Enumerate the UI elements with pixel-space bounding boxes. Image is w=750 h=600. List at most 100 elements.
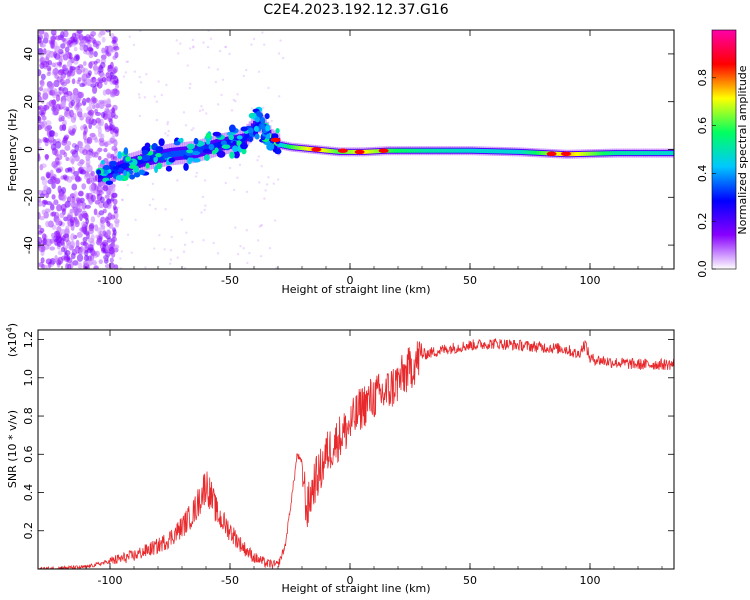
noise-cell: [41, 178, 48, 186]
noise-cell: [42, 92, 49, 100]
noise-cell: [137, 93, 141, 96]
noise-cell: [83, 60, 87, 67]
noise-cell: [275, 266, 278, 269]
noise-cell: [190, 128, 194, 132]
noise-cell: [110, 239, 116, 248]
ridge-core: [623, 151, 626, 156]
noise-cell: [262, 43, 266, 46]
noise-cell: [198, 109, 202, 113]
noise-cell: [94, 137, 99, 143]
snr-plot-area: [38, 330, 674, 569]
ridge-core: [292, 145, 296, 150]
noise-cell: [236, 93, 239, 96]
noise-cell: [84, 260, 89, 268]
noise-cell: [109, 257, 114, 263]
noise-cell: [202, 41, 205, 44]
noise-cell: [182, 250, 186, 253]
noise-cell: [88, 122, 93, 130]
ridge-core: [541, 151, 544, 156]
ridge-core: [490, 149, 493, 154]
noise-cell: [69, 65, 74, 74]
ridge-blob: [254, 116, 260, 123]
noise-cell: [126, 233, 130, 236]
noise-cell: [188, 47, 192, 50]
ridge-core: [587, 151, 591, 156]
ridge-blob: [129, 174, 136, 180]
noise-cell: [108, 213, 114, 219]
noise-cell: [176, 256, 179, 259]
ridge-core: [390, 148, 394, 153]
ridge-core: [326, 148, 329, 153]
noise-cell: [85, 39, 92, 44]
noise-cell: [120, 250, 123, 253]
figure-title: C2E4.2023.192.12.37.G16: [263, 2, 448, 18]
ridge-core: [372, 149, 376, 154]
noise-cell: [201, 108, 204, 112]
noise-cell: [263, 197, 266, 200]
noise-cell: [160, 93, 164, 97]
noise-cell: [38, 106, 42, 111]
noise-cell: [109, 71, 114, 77]
noise-cell: [45, 238, 52, 247]
noise-cell: [88, 99, 93, 108]
ridge-core: [476, 148, 480, 153]
noise-cell: [77, 262, 83, 269]
noise-cell: [111, 145, 118, 152]
ridge-blob: [105, 180, 114, 185]
noise-cell: [46, 124, 51, 132]
noise-cell: [100, 216, 106, 224]
noise-cell: [46, 71, 51, 77]
ridge-core: [308, 146, 312, 151]
noise-cell: [62, 54, 69, 61]
noise-cell: [105, 245, 110, 253]
ridge-core: [583, 151, 586, 156]
noise-cell: [276, 178, 280, 181]
colorbar-label: Normalized spectral amplitude: [736, 65, 749, 234]
snr-xtick-label: 50: [463, 574, 477, 587]
noise-cell: [125, 60, 128, 64]
noise-cell: [250, 107, 254, 110]
noise-cell: [106, 229, 111, 237]
noise-cell: [38, 36, 42, 44]
ridge-core: [627, 151, 631, 156]
noise-cell: [91, 177, 95, 184]
ridge-blob: [173, 141, 181, 146]
ridge-core: [436, 148, 440, 153]
ridge-core: [412, 148, 416, 153]
noise-cell: [78, 248, 85, 255]
noise-cell: [90, 83, 97, 88]
ridge-core: [452, 148, 456, 153]
ridge-blob: [208, 143, 215, 151]
noise-cell: [89, 222, 95, 229]
noise-cell: [114, 221, 120, 228]
noise-cell: [76, 30, 83, 34]
ridge-core: [295, 145, 298, 150]
ridge-blob: [216, 150, 226, 158]
ridge-core: [286, 144, 290, 149]
ridge-core: [463, 148, 467, 153]
snr-xtick-label: -100: [98, 574, 123, 587]
noise-cell: [145, 73, 148, 76]
noise-cell: [51, 98, 57, 107]
noise-cell: [126, 60, 130, 63]
ridge-blob: [102, 165, 111, 171]
noise-cell: [203, 208, 206, 212]
ridge-core: [514, 149, 518, 154]
noise-cell: [42, 88, 49, 94]
ridge-core: [168, 151, 172, 158]
ridge-core: [408, 148, 411, 153]
noise-cell: [74, 153, 79, 161]
noise-cell: [169, 258, 173, 261]
noise-cell: [106, 204, 112, 209]
ridge-core: [279, 143, 283, 148]
noise-cell: [91, 260, 97, 266]
ridge-core: [219, 141, 223, 148]
noise-cell: [103, 148, 108, 153]
noise-cell: [82, 212, 88, 219]
noise-cell: [65, 156, 70, 162]
ridge-core: [620, 151, 624, 156]
noise-cell: [69, 197, 76, 203]
noise-cell: [80, 125, 85, 131]
noise-cell: [209, 37, 213, 40]
noise-cell: [245, 229, 249, 232]
